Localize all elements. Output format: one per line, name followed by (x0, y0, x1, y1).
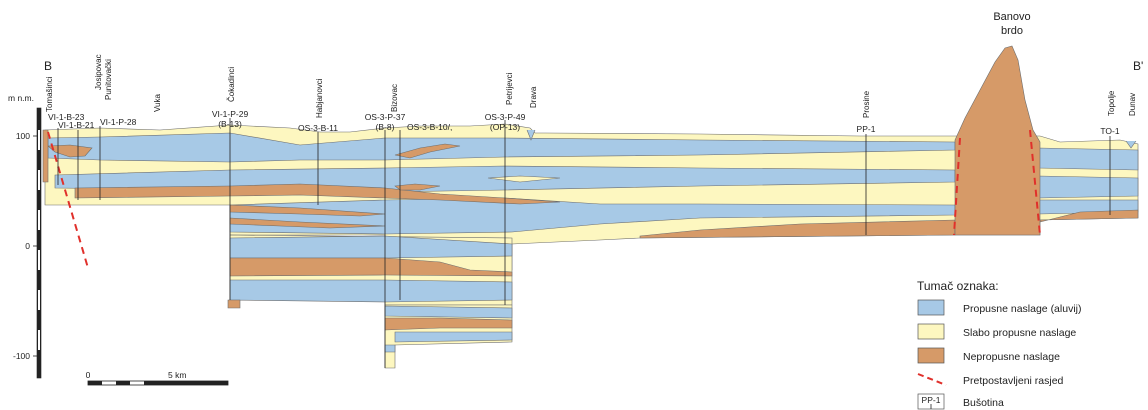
vertical-axis: m n.m. 100 0 -100 (8, 93, 42, 379)
legend-swatch-slightly-permeable (917, 323, 945, 340)
borehole-label-os-3-b-10: OS-3-B-10/, (407, 122, 452, 132)
legend: Tumač oznaka: Propusne naslage (aluvij) … (917, 279, 1081, 410)
section-end-left: B (44, 59, 52, 73)
stratum-deepest-aquifer-2 (394, 331, 513, 343)
banovo-brdo-hill (954, 45, 1041, 236)
stratum-middle-aquifer-right (1037, 175, 1139, 199)
place-cokadinci: Čokadinci (227, 67, 236, 102)
stratum-deep-aquifer-2 (229, 279, 513, 303)
stratum-upper-aquifer-right (1037, 147, 1139, 171)
place-prosine: Prosine (862, 90, 871, 118)
legend-label-slightly-permeable: Slabo propusne naslage (963, 327, 1076, 339)
legend-borehole-symbol-label: PP-1 (922, 395, 941, 405)
borehole-label-os-3-p-49: OS-3-P-49 (485, 112, 526, 122)
borehole-label-vi-1-b-23: VI-1-B-23 (48, 112, 85, 122)
legend-title: Tumač oznaka: (917, 279, 999, 293)
place-tomasinci: Tomašinci (45, 76, 54, 112)
place-josipovac: Josipovac (94, 54, 103, 90)
place-dunav: Dunav (1128, 93, 1137, 116)
borehole-label-os-3-b-11: OS-3-B-11 (298, 123, 338, 133)
borehole-label-b-8: (B-8) (376, 122, 395, 132)
axis-unit-label: m n.m. (8, 93, 34, 103)
borehole-label-vi-1-b-21: VI-1-B-21 (58, 120, 95, 130)
stratum-left-edge (42, 129, 49, 183)
lens-bizovac-upper (394, 143, 461, 159)
lens-petrijevci (487, 175, 561, 183)
drava-river-notch (526, 129, 536, 141)
place-drava: Drava (529, 86, 538, 108)
legend-swatch-fault (917, 373, 947, 386)
strata (42, 123, 1139, 369)
legend-swatch-permeable (917, 299, 945, 316)
legend-swatch-impermeable (917, 347, 945, 364)
fault-banovo-east (1029, 129, 1041, 236)
fault-banovo-west (953, 137, 961, 236)
place-petrijevci: Petrijevci (505, 72, 514, 105)
borehole-label-pp-1: PP-1 (857, 124, 876, 134)
legend-label-impermeable: Nepropusne naslage (963, 351, 1060, 363)
faults (47, 129, 1041, 269)
scale-bar-end: 5 km (168, 370, 186, 380)
place-names: Tomašinci Josipovac Punitovački Vuka Čok… (45, 54, 1137, 118)
stratum-deep-impermeable (229, 257, 513, 277)
mountain-label-line1: Banovo (993, 11, 1030, 23)
scale-bar-start: 0 (86, 370, 91, 380)
stratum-impermeable-1 (74, 183, 561, 205)
axis-tick-minus-100: -100 (13, 351, 30, 361)
borehole-lines (57, 118, 1111, 368)
borehole-label-b-13: (B-13) (218, 119, 242, 129)
place-punitovacki: Punitovački (104, 59, 113, 100)
stratum-deepest-impermeable (384, 317, 513, 331)
borehole-label-vi-1-p-29: VI-1-P-29 (212, 109, 249, 119)
borehole-label-os-3-p-37: OS-3-P-37 (365, 112, 406, 122)
mountain-label-line2: brdo (1001, 25, 1023, 37)
axis-tick-100: 100 (16, 131, 30, 141)
borehole-label-vi-1-p-28: VI-1-P-28 (100, 117, 137, 127)
stratum-impermeable-left-lens (47, 144, 93, 158)
place-bizovac: Bizovac (390, 84, 399, 112)
stratum-deepest-col (384, 344, 396, 353)
dunav-river-notch (1125, 140, 1137, 149)
place-vuka: Vuka (153, 94, 162, 112)
section-end-right: B' (1133, 59, 1143, 73)
legend-label-fault: Pretpostavljeni rasjed (963, 375, 1064, 387)
place-habjanovci: Habjanovci (315, 78, 324, 118)
lens-bizovac-lower (394, 183, 441, 191)
borehole-label-op-13: (OP-13) (490, 122, 520, 132)
stratum-deepest-aquifer (384, 305, 513, 319)
place-topolje: Topolje (1107, 90, 1116, 116)
stratum-deep-impermeable-left (227, 299, 241, 309)
borehole-labels: VI-1-B-23 VI-1-B-21 VI-1-P-28 VI-1-P-29 … (48, 109, 1120, 136)
axis-tick-0: 0 (25, 241, 30, 251)
legend-label-permeable: Propusne naslage (aluvij) (963, 303, 1081, 315)
scale-bar: 0 5 km (86, 370, 229, 386)
legend-label-borehole: Bušotina (963, 397, 1004, 409)
borehole-label-to-1: TO-1 (1100, 126, 1119, 136)
